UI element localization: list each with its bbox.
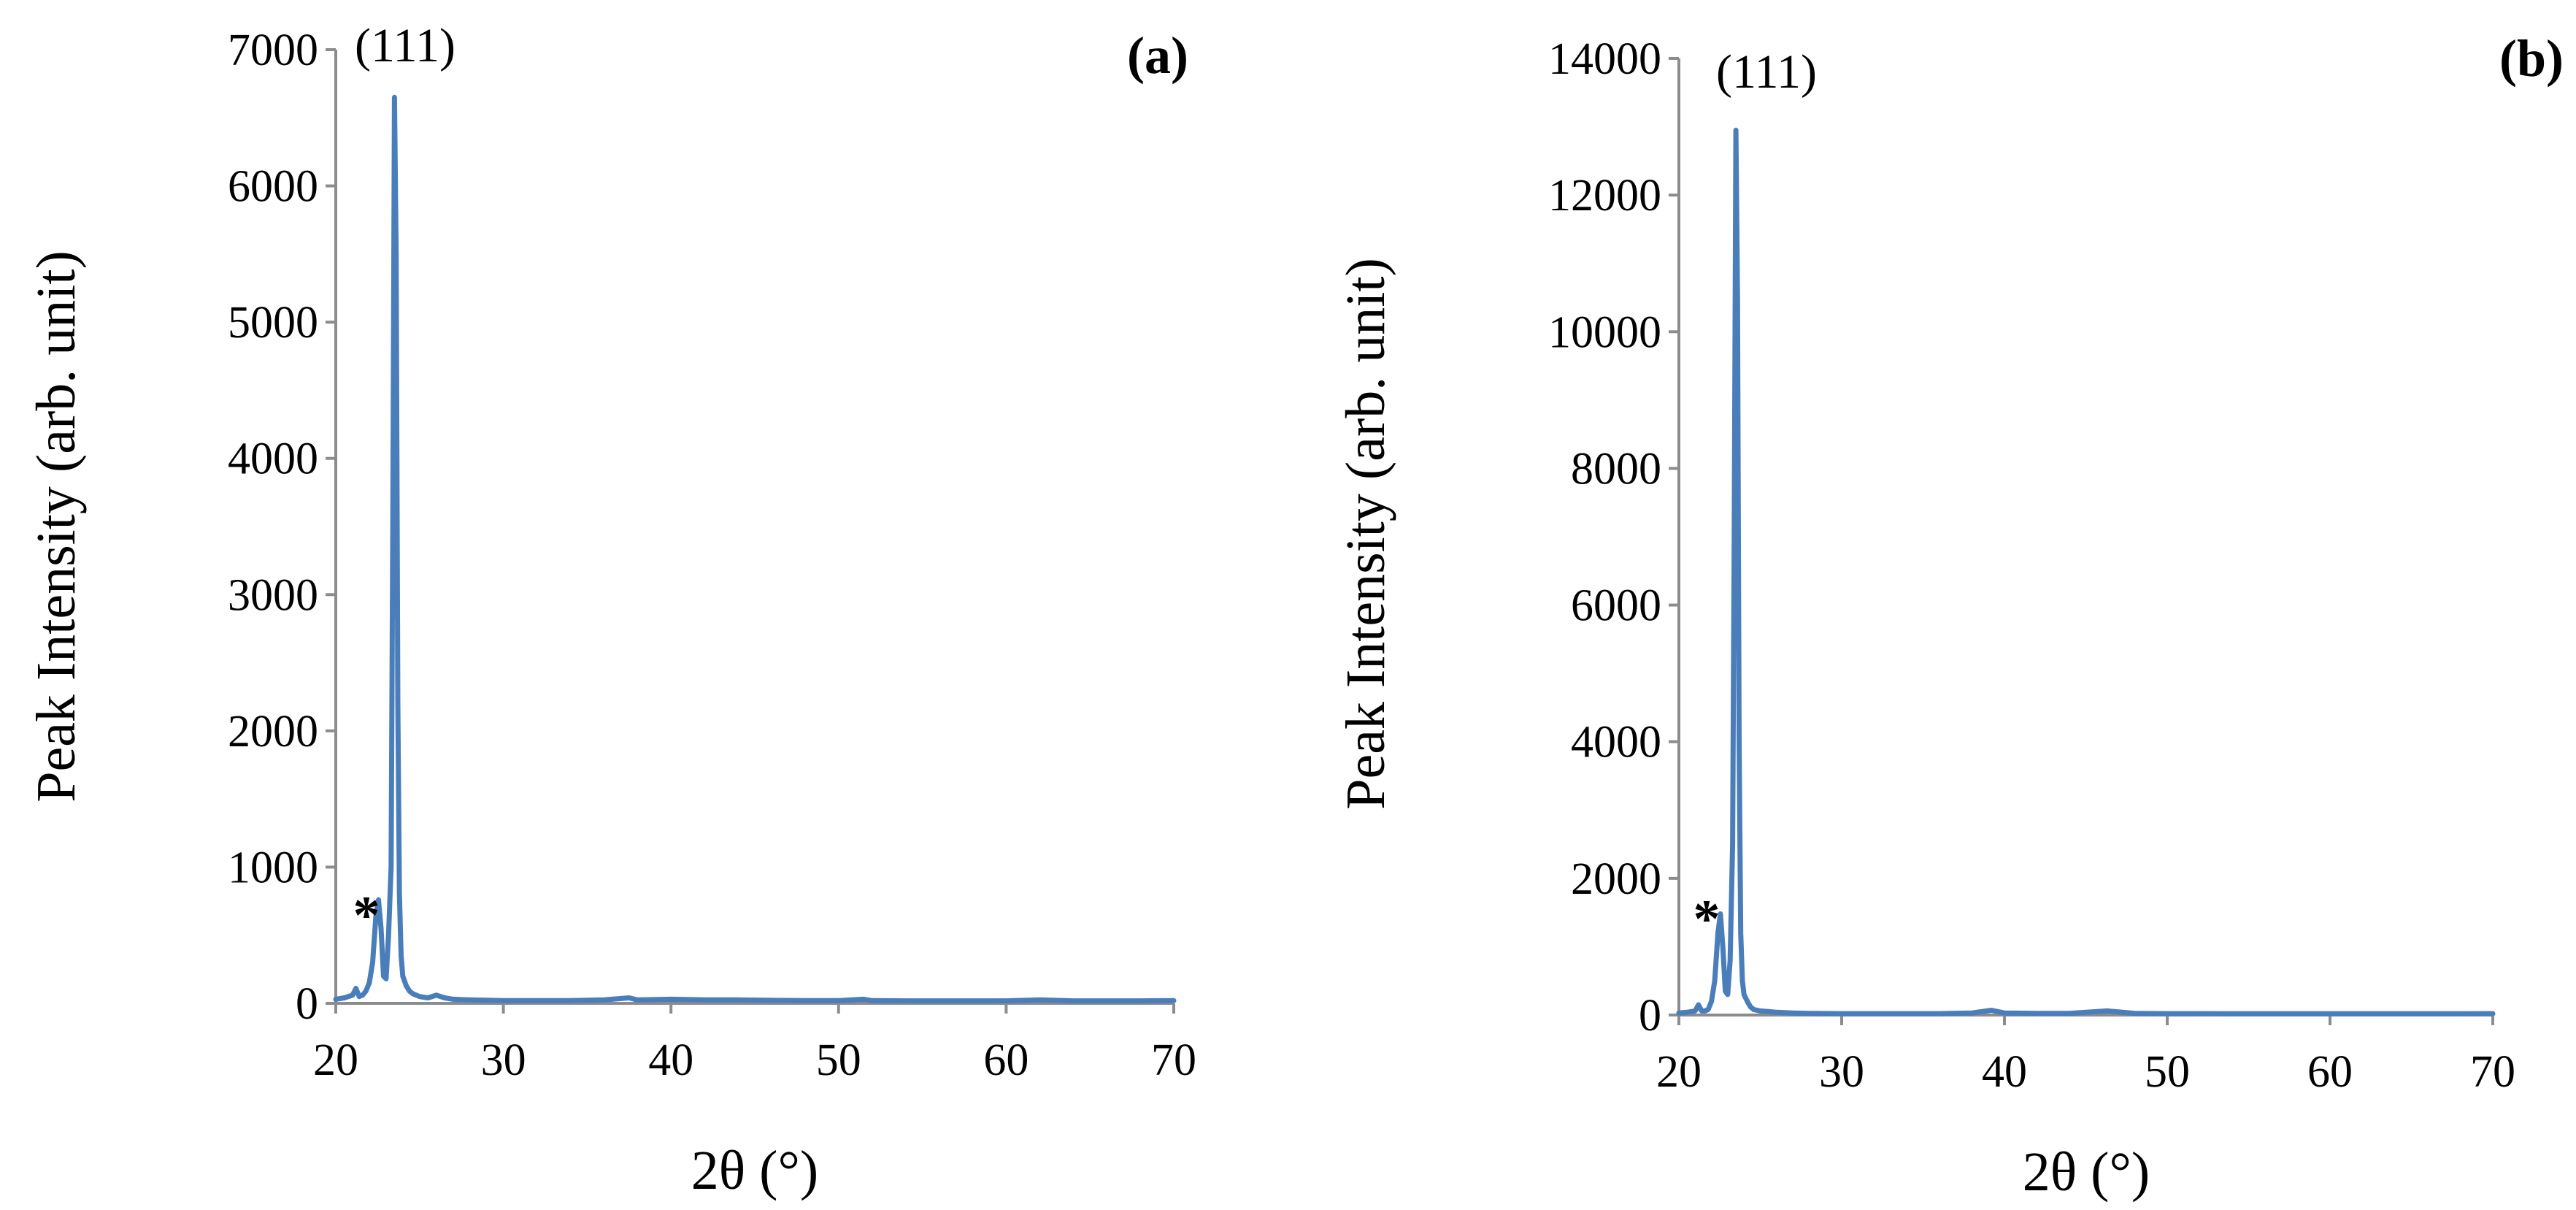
panel-letter-a: a	[1145, 26, 1171, 85]
y-tick-label: 0	[1639, 991, 1661, 1041]
panel-label-a: (a)	[1127, 26, 1188, 85]
x-axis-title-a: 2θ (°)	[691, 1140, 818, 1201]
x-tick-label: 60	[2307, 1047, 2353, 1097]
x-tick-label: 20	[313, 1035, 358, 1085]
y-tick-label: 3000	[228, 570, 318, 620]
y-tick-label: 7000	[228, 26, 318, 75]
x-ticks-a: 20 30 40 50 60 70	[313, 1003, 1196, 1085]
y-tick-label: 14000	[1548, 34, 1661, 84]
y-tick-label: 6000	[228, 162, 318, 212]
y-tick-label: 8000	[1571, 444, 1661, 494]
x-tick-label: 50	[816, 1035, 861, 1085]
asterisk-marker-a: *	[353, 886, 380, 946]
y-tick-label: 2000	[1571, 854, 1661, 904]
x-tick-label: 50	[2145, 1047, 2190, 1097]
x-tick-label: 60	[983, 1035, 1029, 1085]
y-tick-label: 2000	[228, 707, 318, 757]
y-axis-title-a: Peak Intensity (arb. unit)	[26, 250, 87, 803]
y-tick-label: 4000	[228, 434, 318, 484]
y-axis-title-b: Peak Intensity (arb. unit)	[1335, 258, 1396, 810]
x-tick-label: 20	[1656, 1047, 1702, 1097]
x-tick-label: 70	[1151, 1035, 1196, 1085]
x-axis-title-b: 2θ (°)	[2023, 1141, 2150, 1203]
asterisk-marker-b: *	[1693, 889, 1720, 949]
x-tick-label: 30	[1819, 1047, 1864, 1097]
y-tick-label: 10000	[1548, 307, 1661, 357]
series-line-b	[1676, 127, 2496, 1016]
y-tick-label: 12000	[1548, 171, 1661, 221]
y-tick-label: 1000	[228, 843, 318, 892]
chart-panel-a: 0 1000 2000 3000 4000 5000 6000 7000 20 30 40 50 60…	[26, 19, 1196, 1201]
x-tick-label: 40	[648, 1035, 693, 1085]
series-line-a	[333, 94, 1177, 1004]
x-tick-label: 30	[481, 1035, 526, 1085]
chart-panel-b: 0 2000 4000 6000 8000 10000 12000 14000 20 30 40 5…	[1335, 29, 2564, 1203]
x-tick-label: 40	[1982, 1047, 2027, 1097]
panel-label-b: (b)	[2499, 29, 2564, 88]
panel-letter-b: b	[2517, 29, 2546, 88]
peak-label-111-a: (111)	[355, 19, 455, 72]
y-tick-label: 4000	[1571, 718, 1661, 767]
peak-label-111-b: (111)	[1716, 45, 1817, 99]
x-ticks-b: 20 30 40 50 60 70	[1656, 1015, 2515, 1097]
y-tick-label: 5000	[228, 298, 318, 348]
y-tick-label: 6000	[1571, 581, 1661, 631]
y-ticks-b: 0 2000 4000 6000 8000 10000 12000 14000	[1548, 34, 1679, 1041]
x-tick-label: 70	[2470, 1047, 2515, 1097]
y-ticks-a: 0 1000 2000 3000 4000 5000 6000 7000	[228, 26, 336, 1029]
y-tick-label: 0	[296, 979, 318, 1029]
